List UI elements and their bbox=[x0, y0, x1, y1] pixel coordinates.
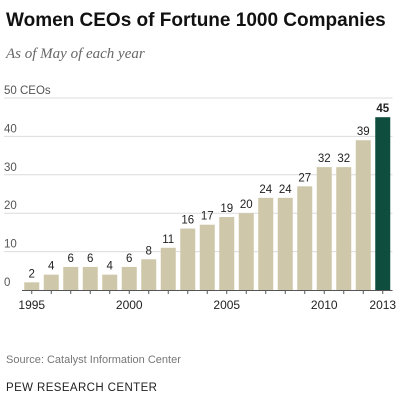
value-label-1995: 2 bbox=[29, 268, 35, 280]
chart-subtitle: As of May of each year bbox=[6, 46, 145, 62]
value-label-1998: 6 bbox=[87, 253, 93, 265]
bar-2000 bbox=[121, 266, 137, 290]
value-label-1997: 6 bbox=[68, 253, 74, 265]
x-tick-label-1995: 1995 bbox=[18, 298, 45, 312]
value-label-2008: 24 bbox=[279, 184, 292, 196]
organization-credit: PEW RESEARCH CENTER bbox=[6, 382, 158, 394]
value-label-2011: 32 bbox=[337, 153, 350, 165]
y-axis-ticks: 10 20 30 40 50 CEOs 0 bbox=[4, 85, 51, 289]
value-label-2010: 32 bbox=[318, 153, 331, 165]
value-label-2009: 27 bbox=[298, 172, 311, 184]
bar-2002 bbox=[160, 247, 176, 290]
bar-2011 bbox=[336, 167, 352, 290]
bar-2010 bbox=[316, 167, 332, 290]
value-label-2007: 24 bbox=[259, 184, 272, 196]
y-tick-label-0: 0 bbox=[4, 277, 10, 289]
bar-2009 bbox=[297, 186, 313, 290]
bar-1997 bbox=[63, 266, 79, 290]
bar-2005 bbox=[219, 217, 235, 290]
gridlines bbox=[4, 97, 393, 253]
y-tick-label-50: 50 CEOs bbox=[4, 85, 51, 97]
y-tick-label-40: 40 bbox=[4, 123, 17, 135]
x-tick-label-2010: 2010 bbox=[311, 298, 338, 312]
bar-2012 bbox=[355, 140, 371, 290]
bar-1998 bbox=[82, 266, 98, 290]
x-tick-label-2000: 2000 bbox=[116, 298, 143, 312]
value-label-2012: 39 bbox=[357, 126, 370, 138]
bar-2008 bbox=[277, 197, 293, 290]
bar-2004 bbox=[199, 224, 215, 290]
chart-title: Women CEOs of Fortune 1000 Companies bbox=[6, 10, 386, 31]
bar-1999 bbox=[102, 274, 118, 290]
bar-2001 bbox=[141, 259, 157, 290]
bar-2007 bbox=[258, 197, 274, 290]
value-label-2013: 45 bbox=[376, 103, 389, 115]
source-note: Source: Catalyst Information Center bbox=[6, 354, 181, 366]
x-axis-ticks: 1995 2000 2005 2010 2013 bbox=[18, 290, 396, 312]
value-label-2001: 8 bbox=[146, 245, 152, 257]
value-label-2005: 19 bbox=[220, 203, 233, 215]
bar-1995 bbox=[24, 282, 40, 290]
bars bbox=[24, 117, 391, 290]
x-tick-label-2005: 2005 bbox=[213, 298, 240, 312]
value-label-1999: 4 bbox=[107, 261, 114, 273]
value-label-2002: 11 bbox=[162, 234, 174, 246]
value-label-2006: 20 bbox=[240, 199, 253, 211]
bar-2013 bbox=[375, 117, 391, 290]
y-tick-label-10: 10 bbox=[4, 239, 17, 251]
y-tick-label-20: 20 bbox=[4, 200, 17, 212]
value-label-2000: 6 bbox=[126, 253, 132, 265]
y-tick-label-30: 30 bbox=[4, 162, 17, 174]
value-label-2004: 17 bbox=[201, 211, 214, 223]
bar-1996 bbox=[43, 274, 59, 290]
bar-2006 bbox=[238, 213, 254, 290]
x-tick-label-2013: 2013 bbox=[369, 298, 396, 312]
value-label-2003: 16 bbox=[181, 215, 194, 227]
bar-2003 bbox=[180, 228, 196, 290]
value-label-1996: 4 bbox=[48, 261, 55, 273]
